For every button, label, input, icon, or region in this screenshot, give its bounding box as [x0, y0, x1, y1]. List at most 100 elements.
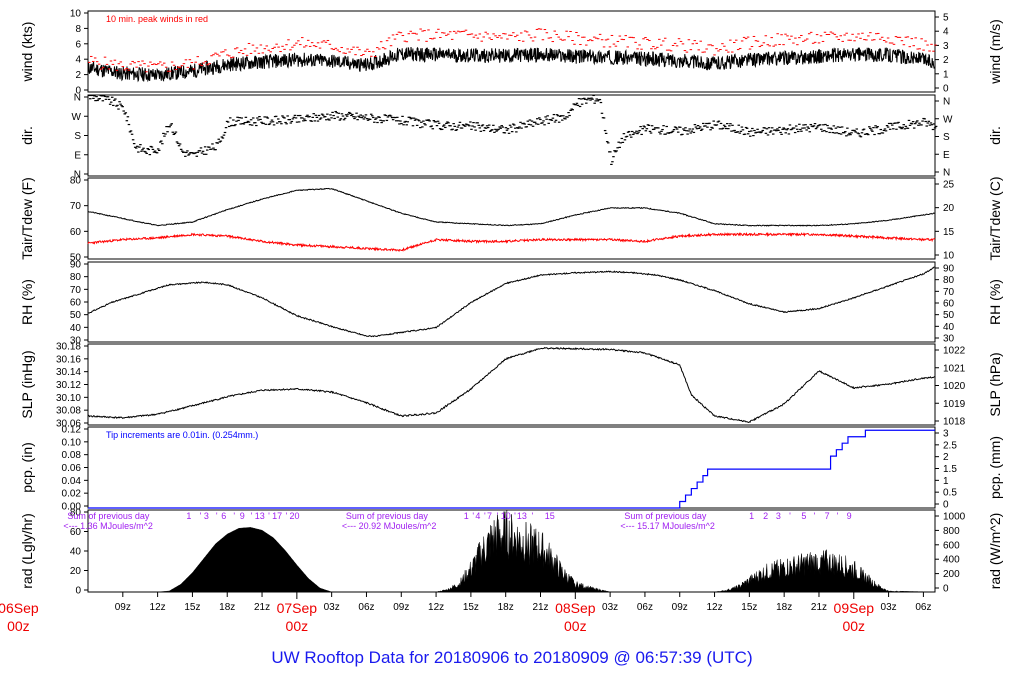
rad-hour-label: 15: [545, 511, 555, 521]
tick-label-right: 25: [943, 180, 955, 191]
rad-day-sum-title: Sum of previous day: [346, 511, 429, 521]
x-tick-label: 03z: [324, 602, 340, 613]
rad-hour-label: 9: [847, 511, 852, 521]
rad-hour-label: ': [813, 511, 815, 521]
tick-label-right: 1020: [943, 381, 966, 392]
x-tick-label: 15z: [741, 602, 757, 613]
tick-label-right: 1019: [943, 399, 966, 410]
tick-label: E: [74, 150, 81, 161]
y-axis-label: SLP (inHg): [19, 350, 35, 418]
tick-label-right: 0: [943, 500, 949, 511]
tick-label: 30.06: [56, 419, 81, 430]
tick-label: 0: [75, 86, 81, 97]
tick-label: 30: [70, 336, 82, 347]
tick-label-right: 1: [943, 476, 949, 487]
tick-label: 10: [70, 9, 82, 20]
tick-label-right: 1021: [943, 363, 966, 374]
tick-label: 60: [70, 298, 82, 309]
series-slp: [87, 346, 935, 424]
tick-label-right: 80: [943, 275, 955, 286]
rad-day-sum-value: <--- 1.36 MJoules/m^2: [63, 521, 153, 531]
rad-hour-label: 2: [763, 511, 768, 521]
day-label-time: 00z: [286, 618, 309, 634]
panel-frame: [87, 343, 936, 426]
tick-label-right: S: [943, 132, 950, 143]
tick-label: 0.00: [62, 502, 82, 513]
rad-hour-label: 4: [475, 511, 480, 521]
tick-label-right: 90: [943, 264, 955, 275]
tick-label-right: 5: [943, 13, 949, 24]
y-axis-label: dir.: [19, 126, 35, 145]
tick-label: 70: [70, 201, 82, 212]
tick-label: 60: [70, 227, 82, 238]
rad-hour-label: 7: [825, 511, 830, 521]
tick-label: 40: [70, 323, 82, 334]
tick-label-right: 0.5: [943, 488, 957, 499]
rad-hour-label: ': [789, 511, 791, 521]
x-tick-label: 21z: [532, 602, 548, 613]
tick-label: 30.08: [56, 406, 81, 417]
x-tick-label: 21z: [811, 602, 827, 613]
day-label-time: 00z: [564, 618, 587, 634]
series-dir: [88, 94, 938, 166]
tick-label: 80: [70, 176, 82, 187]
tick-label-right: 20: [943, 203, 955, 214]
y-axis-label: wind (kts): [19, 22, 35, 83]
day-label: 09Sep: [834, 600, 875, 616]
x-tick-label: 15z: [463, 602, 479, 613]
x-tick-label: 03z: [602, 602, 618, 613]
tick-label-right: 70: [943, 287, 955, 298]
rad-hour-label: 13: [517, 511, 527, 521]
tick-label: 50: [70, 253, 82, 264]
tick-label: 0.12: [62, 425, 82, 436]
rad-hour-label: 3: [776, 511, 781, 521]
rad-hour-label: 13: [255, 511, 265, 521]
tick-label: 0: [75, 586, 81, 597]
tick-label-right: 600: [943, 540, 960, 551]
tick-label: 4: [75, 55, 81, 66]
x-tick-label: 18z: [776, 602, 792, 613]
panel-temp: Tair/Tdew (F) Tair/Tdew (C) 50 60 70 80 10 15 20…: [19, 176, 1003, 264]
x-axis: 09z 12z 15z 18z 21z 03z 06z 09z 12z 15z 18z 21z 03z 0…: [0, 591, 935, 634]
rad-hour-label: ': [200, 511, 202, 521]
panel-frame: [87, 177, 936, 260]
y-axis-label-right: wind (m/s): [987, 19, 1003, 85]
panel-slp: SLP (inHg) SLP (hPa) 30.06 30.08 30.10 30.12 3…: [19, 342, 1003, 430]
tick-label: N: [74, 170, 81, 181]
rad-hour-label: ': [216, 511, 218, 521]
tick-label-right: N: [943, 97, 950, 108]
tick-label-right: 0: [943, 84, 949, 95]
y-axis-label: RH (%): [19, 279, 35, 325]
tick-label-right: 40: [943, 322, 955, 333]
tick-label-right: 3: [943, 429, 949, 440]
tick-label: 0.02: [62, 489, 82, 500]
tick-label-right: 2.5: [943, 440, 957, 451]
tick-label: 30.14: [56, 367, 81, 378]
rad-hour-label: ': [251, 511, 253, 521]
rad-hour-label: ': [472, 511, 474, 521]
tick-label-right: 0: [943, 584, 949, 595]
tick-label: 6: [75, 39, 81, 50]
tick-label: 40: [70, 547, 82, 558]
y-axis-label-right: Tair/Tdew (C): [987, 176, 1003, 260]
y-axis-label: pcp. (in): [19, 442, 35, 493]
tick-label: 0.04: [62, 476, 82, 487]
tick-label-right: 200: [943, 569, 960, 580]
tick-label-right: 800: [943, 526, 960, 537]
panel-frame: [87, 94, 936, 177]
rad-day-sum-value: <--- 15.17 MJoules/m^2: [620, 521, 715, 531]
tick-label-right: 4: [943, 27, 949, 38]
rad-hour-label: 5: [801, 511, 806, 521]
tick-label: S: [74, 131, 81, 142]
tick-label: 70: [70, 285, 82, 296]
tick-label: 80: [70, 508, 82, 519]
x-tick-label: 06z: [358, 602, 374, 613]
tick-label: 2: [75, 70, 81, 81]
tick-label-right: 2: [943, 55, 949, 66]
rad-hour-label: ': [837, 511, 839, 521]
tick-label: 50: [70, 310, 82, 321]
tick-label-right: 1: [943, 69, 949, 80]
tick-label: 90: [70, 260, 82, 271]
